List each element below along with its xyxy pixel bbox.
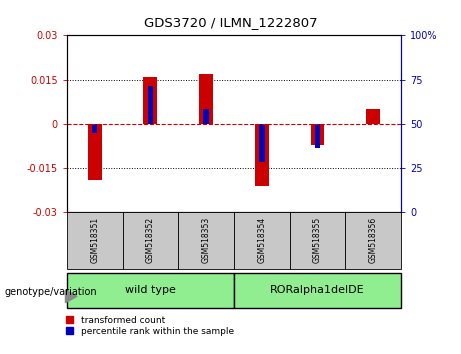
Text: wild type: wild type xyxy=(125,285,176,295)
Text: genotype/variation: genotype/variation xyxy=(5,287,97,297)
Bar xyxy=(92,124,97,133)
Bar xyxy=(67,273,234,308)
Text: GSM518355: GSM518355 xyxy=(313,216,322,263)
Bar xyxy=(234,212,290,269)
Bar xyxy=(311,124,325,144)
Bar xyxy=(366,109,380,124)
Bar xyxy=(123,212,178,269)
Bar xyxy=(178,212,234,269)
Text: RORalpha1delDE: RORalpha1delDE xyxy=(270,285,365,295)
Bar xyxy=(203,109,209,124)
Bar xyxy=(345,212,401,269)
Text: GDS3720 / ILMN_1222807: GDS3720 / ILMN_1222807 xyxy=(144,16,317,29)
Bar xyxy=(290,212,345,269)
Legend: transformed count, percentile rank within the sample: transformed count, percentile rank withi… xyxy=(66,316,234,336)
Bar xyxy=(255,124,269,186)
Text: GSM518354: GSM518354 xyxy=(257,216,266,263)
Bar xyxy=(259,124,265,162)
Bar xyxy=(199,74,213,124)
Bar xyxy=(67,212,123,269)
Text: GSM518356: GSM518356 xyxy=(369,216,378,263)
Text: GSM518352: GSM518352 xyxy=(146,217,155,263)
Bar xyxy=(148,86,153,124)
Text: GSM518353: GSM518353 xyxy=(201,216,211,263)
Bar xyxy=(234,273,401,308)
Text: GSM518351: GSM518351 xyxy=(90,217,99,263)
Bar xyxy=(143,77,157,124)
Bar xyxy=(88,124,102,180)
Bar xyxy=(315,124,320,148)
